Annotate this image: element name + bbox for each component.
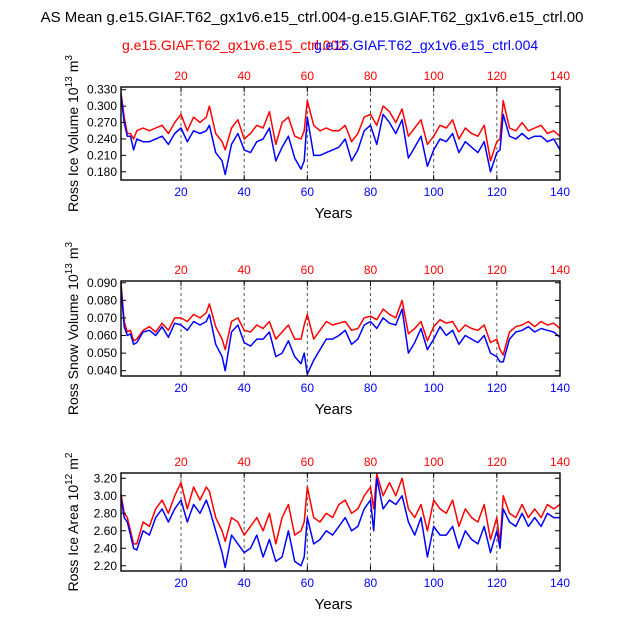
y-axis-label: Ross Snow Volume 1013 m3 — [64, 241, 81, 415]
x-tick-label-bottom: 140 — [550, 576, 570, 590]
y-tick-label: 0.330 — [87, 83, 117, 97]
y-axis-label: Ross Ice Volume 1013 m3 — [64, 55, 81, 212]
chart-panel-2: 0.040 0.050 0.060 0.070 0.080 0.090 20 20 40 40 60… — [64, 241, 570, 418]
series-line-red — [120, 473, 561, 545]
x-tick-label-bottom: 120 — [487, 576, 507, 590]
x-tick-label-top: 20 — [174, 455, 188, 469]
x-tick-label-top: 100 — [424, 455, 444, 469]
y-tick-label: 0.090 — [87, 276, 117, 290]
y-tick-label: 0.040 — [87, 364, 117, 378]
series-line-red — [120, 92, 561, 162]
series-line-blue — [120, 477, 560, 569]
x-tick-label-top: 120 — [487, 263, 507, 277]
x-tick-label-top: 100 — [424, 69, 444, 83]
x-tick-label-bottom: 140 — [550, 381, 570, 395]
y-tick-label: 0.060 — [87, 329, 117, 343]
x-axis-label: Years — [315, 596, 353, 613]
y-tick-label: 0.270 — [87, 116, 117, 130]
y-axis-label: Ross Ice Area 1012 m2 — [64, 452, 81, 591]
y-tick-label: 0.300 — [87, 99, 117, 113]
y-axis-label-exponent: 13 — [64, 263, 75, 275]
x-tick-label-top: 40 — [237, 69, 251, 83]
x-tick-label-top: 120 — [487, 69, 507, 83]
legend-label-blue: g.e15.GIAF.T62_gx1v6.e15_ctrl.004 — [314, 37, 538, 53]
y-axis-label-part: m — [65, 458, 81, 470]
x-axis-label: Years — [315, 205, 353, 222]
y-tick-label: 3.20 — [94, 471, 118, 485]
x-tick-label-bottom: 40 — [237, 576, 251, 590]
y-axis-label-exponent: 2 — [64, 452, 75, 458]
x-tick-label-bottom: 20 — [174, 576, 188, 590]
x-tick-label-bottom: 60 — [301, 381, 315, 395]
x-tick-label-top: 40 — [237, 455, 251, 469]
x-tick-label-bottom: 40 — [237, 185, 251, 199]
x-tick-label-top: 80 — [364, 263, 378, 277]
x-tick-label-top: 100 — [424, 263, 444, 277]
x-tick-label-top: 140 — [550, 455, 570, 469]
x-tick-label-top: 40 — [237, 263, 251, 277]
x-tick-label-bottom: 60 — [301, 185, 315, 199]
y-tick-label: 0.070 — [87, 311, 117, 325]
plot-frame — [120, 86, 561, 181]
y-tick-label: 3.00 — [94, 489, 118, 503]
panels: 0.180 0.210 0.240 0.270 0.300 0.330 20 20 40 40 60… — [64, 55, 570, 613]
y-tick-label: 0.210 — [87, 148, 117, 162]
x-tick-label-top: 20 — [174, 69, 188, 83]
x-tick-label-top: 60 — [301, 69, 315, 83]
x-tick-label-top: 80 — [364, 69, 378, 83]
y-tick-label: 2.20 — [94, 559, 118, 573]
x-tick-label-bottom: 80 — [364, 576, 378, 590]
x-tick-label-bottom: 80 — [364, 381, 378, 395]
main-title: AS Mean g.e15.GIAF.T62_gx1v6.e15_ctrl.00… — [41, 9, 584, 26]
legend-label-red: g.e15.GIAF.T62_gx1v6.e15_ctrl.002 — [122, 37, 346, 53]
x-tick-label-bottom: 100 — [424, 576, 444, 590]
chart-panel-3: 2.20 2.40 2.60 2.80 3.00 3.20 20 20 40 40 60 60 80 80… — [64, 452, 570, 613]
x-tick-label-top: 60 — [301, 263, 315, 277]
x-tick-label-bottom: 80 — [364, 185, 378, 199]
x-tick-label-bottom: 100 — [424, 185, 444, 199]
series-line-red — [120, 282, 561, 356]
y-tick-label: 2.80 — [94, 506, 118, 520]
x-tick-label-top: 80 — [364, 455, 378, 469]
y-tick-label: 0.050 — [87, 346, 117, 360]
x-tick-label-top: 120 — [487, 455, 507, 469]
x-tick-label-top: 20 — [174, 263, 188, 277]
series-line-blue — [120, 286, 561, 375]
y-axis-label-exponent: 3 — [64, 241, 75, 247]
series-line-blue — [120, 95, 561, 176]
y-tick-label: 0.080 — [87, 293, 117, 307]
y-axis-label-exponent: 3 — [64, 55, 75, 61]
plot-frame — [120, 280, 561, 377]
y-tick-label: 2.40 — [94, 541, 118, 555]
y-tick-label: 0.240 — [87, 132, 117, 146]
x-tick-label-bottom: 20 — [174, 185, 188, 199]
y-tick-label: 2.60 — [94, 524, 118, 538]
x-axis-label: Years — [315, 401, 353, 418]
x-tick-label-bottom: 120 — [487, 381, 507, 395]
y-axis-label-part: Ross Snow Volume 10 — [65, 274, 81, 415]
y-axis-label-exponent: 12 — [64, 473, 75, 485]
x-tick-label-top: 60 — [301, 455, 315, 469]
x-tick-label-bottom: 140 — [550, 185, 570, 199]
y-tick-label: 0.180 — [87, 165, 117, 179]
y-axis-label-exponent: 13 — [64, 76, 75, 88]
x-tick-label-top: 140 — [550, 69, 570, 83]
x-tick-label-bottom: 40 — [237, 381, 251, 395]
plot-frame — [120, 472, 561, 572]
chart-panel-1: 0.180 0.210 0.240 0.270 0.300 0.330 20 20 40 40 60… — [64, 55, 570, 222]
y-axis-label-part: m — [65, 247, 81, 259]
y-axis-label-part: Ross Ice Area 10 — [65, 485, 81, 592]
x-tick-label-top: 140 — [550, 263, 570, 277]
x-tick-label-bottom: 100 — [424, 381, 444, 395]
y-axis-label-part: m — [65, 61, 81, 73]
x-tick-label-bottom: 20 — [174, 381, 188, 395]
x-tick-label-bottom: 120 — [487, 185, 507, 199]
y-axis-label-part: Ross Ice Volume 10 — [65, 87, 81, 212]
x-tick-label-bottom: 60 — [301, 576, 315, 590]
